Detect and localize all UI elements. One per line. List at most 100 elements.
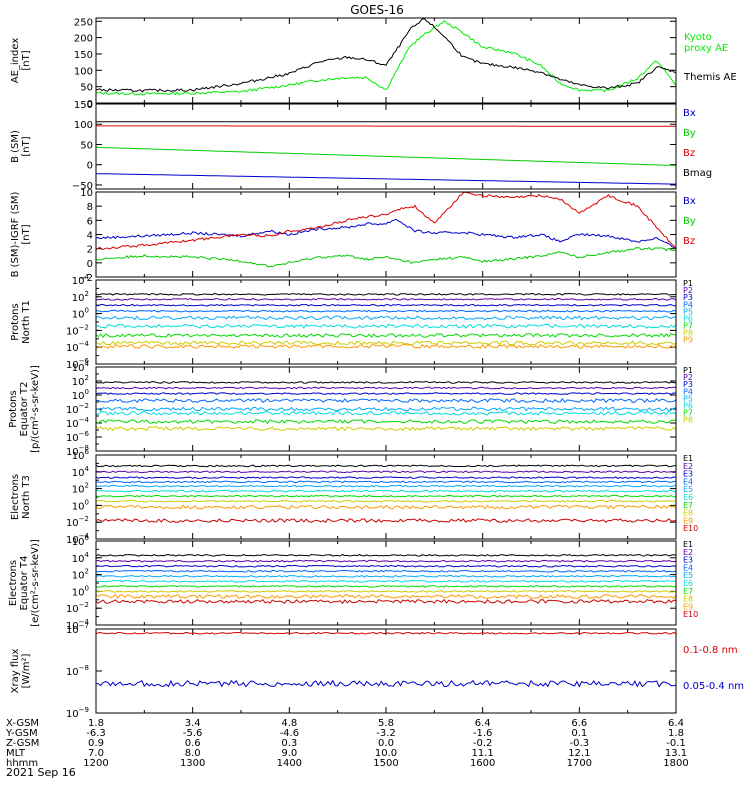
plot-frame [95, 191, 677, 278]
time-axis-value: -6.3 [86, 728, 106, 739]
time-axis-value: 1.8 [88, 718, 104, 729]
y-tick-label: 100 [74, 120, 93, 131]
legend-entry: E7 [683, 587, 693, 596]
y-tick-label: 150 [74, 50, 93, 61]
legend-entry: 0.05-0.4 nm [683, 681, 744, 692]
y-axis-label: [nT] [21, 50, 32, 70]
series-line [95, 679, 677, 688]
y-axis-label: [p/(cm²-s-sr-keV)] [30, 365, 41, 453]
series-line [95, 598, 677, 605]
y-tick-label: 102 [72, 290, 89, 304]
legend-entry: Bmag [683, 168, 712, 179]
y-tick-label: 100 [72, 498, 89, 512]
y-tick-label: 10−6 [66, 430, 90, 444]
y-tick-label: 100 [72, 388, 89, 402]
series-line [95, 419, 677, 425]
plot-frame [95, 279, 677, 365]
series-line [95, 585, 676, 588]
time-axis-value: 7.0 [88, 748, 104, 759]
series-line [95, 292, 677, 296]
series-line [95, 484, 677, 488]
time-axis-value: 11.1 [472, 748, 494, 759]
series-line [95, 559, 677, 563]
legend-entry: E9 [683, 516, 693, 525]
series-line [95, 499, 677, 503]
legend-entry: E5 [683, 571, 693, 580]
series-line [95, 518, 677, 523]
time-axis-row-label: X-GSM [6, 718, 39, 729]
legend-entry: P8 [683, 329, 693, 338]
plot-frame [95, 366, 677, 452]
plot-frame [95, 103, 677, 190]
series-line [95, 504, 677, 510]
y-tick-label: 106 [72, 448, 90, 462]
series-line [95, 569, 677, 573]
legend-entry: P7 [683, 409, 693, 418]
panel-3: B (SM)-IGRF (SM) [nT] −2 0 2 4 6 8 10 Bx By Bz [10, 188, 696, 284]
series-line [95, 476, 676, 480]
time-axis-value: 0.0 [378, 738, 394, 749]
legend-entry: E2 [683, 548, 693, 557]
y-tick-label: 106 [72, 534, 90, 548]
y-tick-label: −50 [72, 181, 93, 192]
series-line [95, 426, 677, 432]
series-line [95, 593, 677, 600]
time-axis-value: -0.2 [473, 738, 493, 749]
y-axis-label: [nT] [21, 136, 32, 156]
y-axis-label: Electrons [10, 474, 21, 520]
series-line [95, 381, 677, 384]
time-axis-value: 1600 [470, 758, 495, 769]
series-line [95, 315, 677, 321]
time-axis-value: 0.9 [88, 738, 104, 749]
time-axis-value: 1700 [567, 758, 592, 769]
y-tick-label: 102 [72, 568, 89, 582]
time-axis-labels: X-GSM 1.8 3.4 4.8 5.8 6.4 6.6 6.4 Y-GSM -6.3 -5.6 -… [5, 718, 689, 769]
y-axis-label: North T3 [21, 475, 32, 519]
y-tick-label: 10−4 [66, 416, 90, 430]
y-tick-label: 104 [72, 273, 90, 287]
legend-entry: P5 [683, 307, 693, 316]
time-axis-value: 0.6 [185, 738, 201, 749]
y-tick-label: 10−2 [66, 323, 89, 337]
series-line [95, 470, 677, 474]
legend-entry: Bx [683, 108, 696, 119]
time-axis-value: 1200 [83, 758, 108, 769]
plot-frame [95, 540, 677, 626]
series-line [95, 20, 677, 96]
time-axis-value: 0.1 [571, 728, 587, 739]
y-tick-label: 10−2 [66, 601, 89, 615]
series-line [95, 18, 677, 93]
time-axis-value: -5.6 [183, 728, 203, 739]
series-line [96, 309, 677, 313]
y-tick-label: 2 [87, 245, 93, 256]
y-axis-label: North T1 [21, 300, 32, 344]
y-axis-label: Protons [8, 390, 19, 427]
legend-entry: P8 [683, 416, 693, 425]
time-axis-value: 8.0 [185, 748, 201, 759]
y-tick-label: 150 [74, 100, 93, 111]
y-tick-label: 4 [87, 231, 93, 242]
plot-frame [95, 17, 677, 104]
panel-8: Xray flux [W/m²] 10−9 10−8 10−7 0.1-0.8 nm 0.0… [10, 622, 744, 720]
panel-5: Protons Equator T2 [p/(cm²-s-sr-keV)] 10−81… [8, 360, 693, 458]
legend-entry: P5 [683, 394, 693, 403]
series-line [95, 464, 677, 468]
time-axis-value: -1.6 [473, 728, 493, 739]
legend-entry: P6 [683, 314, 693, 323]
series-line [95, 297, 677, 301]
series-line [95, 553, 677, 557]
time-axis-row-label: Y-GSM [5, 728, 38, 739]
y-tick-label: 102 [72, 374, 89, 388]
legend-entry: P2 [683, 286, 693, 295]
time-axis-value: -3.2 [376, 728, 396, 739]
legend-entry: P3 [683, 380, 693, 389]
y-tick-label: 50 [80, 83, 93, 94]
series-line [95, 218, 677, 249]
legend-entry: P1 [683, 366, 693, 375]
legend-entry: E5 [683, 485, 693, 494]
series-line [95, 323, 677, 329]
time-axis-value: 6.4 [668, 718, 684, 729]
y-axis-label: Equator T2 [19, 382, 30, 437]
y-tick-label: 10−2 [66, 515, 89, 529]
